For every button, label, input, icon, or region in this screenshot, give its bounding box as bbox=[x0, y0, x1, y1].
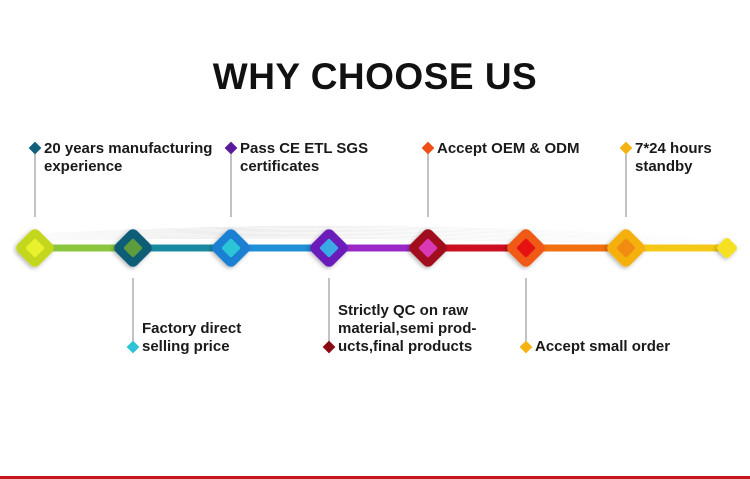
feature-label-line: ucts,final products bbox=[338, 338, 473, 355]
timeline-node-inner bbox=[221, 238, 241, 258]
feature-label: Factory direct selling price bbox=[142, 320, 241, 356]
bullet-diamond-icon bbox=[619, 141, 633, 155]
background-streak bbox=[0, 227, 750, 244]
feature-label-line: selling price bbox=[142, 338, 230, 355]
timeline-segment bbox=[35, 244, 133, 252]
feature-label: Pass CE ETL SGS certificates bbox=[240, 140, 368, 176]
background-streak bbox=[0, 233, 750, 248]
feature-label-line: standby bbox=[635, 158, 693, 175]
feature-label: 20 years manufacturing experience bbox=[44, 140, 212, 176]
feature-label-line: Accept small order bbox=[535, 338, 671, 355]
feature-label-line: Strictly QC on raw bbox=[338, 302, 469, 319]
bullet-diamond-icon bbox=[28, 141, 42, 155]
timeline-node-inner bbox=[516, 238, 536, 258]
bullet-diamond-icon bbox=[519, 340, 533, 354]
feature-label-line: 7*24 hours bbox=[635, 140, 712, 157]
timeline-segment bbox=[428, 244, 526, 252]
background-streak bbox=[0, 235, 750, 248]
bottom-divider bbox=[0, 476, 750, 479]
feature-label: Accept OEM & ODM bbox=[437, 140, 580, 158]
bullet-diamond-icon bbox=[224, 141, 238, 155]
timeline-node-inner bbox=[616, 238, 636, 258]
timeline-node-inner bbox=[418, 238, 438, 258]
feature-label-line: certificates bbox=[240, 158, 320, 175]
timeline-node-inner bbox=[319, 238, 339, 258]
timeline-segment bbox=[133, 244, 231, 252]
background-streak bbox=[0, 229, 750, 245]
feature-label-line: Accept OEM & ODM bbox=[437, 140, 580, 157]
feature-label: Accept small order bbox=[535, 338, 670, 356]
feature-label-line: Factory direct bbox=[142, 320, 242, 337]
feature-label-line: experience bbox=[44, 158, 123, 175]
background-streak bbox=[0, 228, 750, 244]
bullet-diamond-icon bbox=[126, 340, 140, 354]
timeline-segment bbox=[231, 244, 329, 252]
timeline-segment bbox=[329, 244, 428, 252]
timeline-node-inner bbox=[123, 238, 143, 258]
feature-label-line: Pass CE ETL SGS bbox=[240, 140, 369, 157]
timeline-node-inner bbox=[25, 238, 45, 258]
timeline-segment bbox=[526, 244, 626, 252]
feature-label: Strictly QC on raw material,semi prod-uct… bbox=[338, 302, 476, 356]
background-streak bbox=[0, 232, 750, 247]
timeline-end-marker bbox=[716, 237, 738, 259]
background-streak bbox=[0, 231, 750, 246]
feature-label-line: 20 years manufacturing bbox=[44, 140, 213, 157]
background-streak bbox=[0, 226, 750, 243]
timeline-segment bbox=[626, 244, 727, 252]
feature-label-line: material,semi prod- bbox=[338, 320, 477, 337]
bullet-diamond-icon bbox=[421, 141, 435, 155]
feature-label: 7*24 hours standby bbox=[635, 140, 712, 176]
bullet-diamond-icon bbox=[322, 340, 336, 354]
page-title: WHY CHOOSE US bbox=[212, 56, 538, 97]
